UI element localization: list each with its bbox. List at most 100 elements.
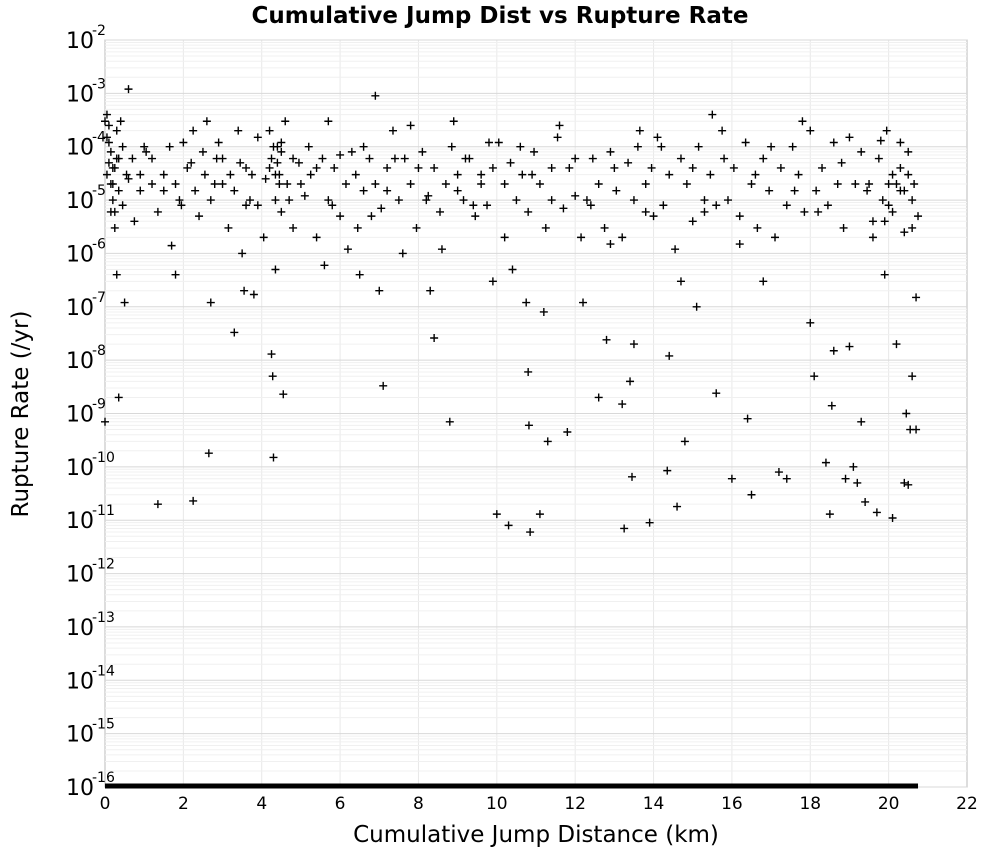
data-point [206,298,215,307]
y-tick-exponent: -4 [92,130,106,146]
data-point [767,142,776,151]
data-point [296,180,305,189]
data-point [289,154,298,163]
data-point [594,393,603,402]
data-point [483,201,492,210]
data-point [606,240,615,249]
x-tick-label: 10 [486,794,508,814]
data-point [212,154,221,163]
data-point [206,196,215,205]
data-point [751,170,760,179]
data-point [294,158,303,167]
data-point [688,217,697,226]
data-point [535,510,544,519]
data-point [226,170,235,179]
data-point [418,147,427,156]
data-point [371,91,380,100]
data-point [259,233,268,242]
data-point [124,85,133,94]
data-point [488,163,497,172]
data-point [189,126,198,135]
data-point [471,212,480,221]
data-point [271,170,280,179]
data-point [908,223,917,232]
data-point [412,223,421,232]
data-point [224,223,233,232]
y-tick-label: 10 [66,242,94,267]
data-point [633,142,642,151]
data-point [649,212,658,221]
y-tick-exponent: -10 [92,450,115,466]
data-point [708,110,717,119]
y-axis-ticks: 10-210-310-410-510-610-710-810-910-1010-… [66,23,115,801]
data-point [810,372,819,381]
data-point [853,478,862,487]
data-point [524,367,533,376]
data-point [102,170,111,179]
data-point [477,180,486,189]
x-tick-label: 14 [643,794,665,814]
data-point [492,510,501,519]
data-point [530,147,539,156]
y-tick-label: 10 [66,296,94,321]
data-point [626,377,635,386]
y-tick-label: 10 [66,29,94,54]
data-point [104,158,113,167]
y-tick-exponent: -13 [92,610,115,626]
data-point [839,223,848,232]
data-point [269,453,278,462]
data-point [516,142,525,151]
data-point [118,142,127,151]
data-point [747,490,756,499]
data-point [383,163,392,172]
data-point [892,180,901,189]
data-point [872,508,881,517]
data-point [868,233,877,242]
data-point [102,110,111,119]
data-point [747,180,756,189]
data-point [610,163,619,172]
data-point [837,158,846,167]
x-tick-label: 4 [256,794,267,814]
data-point [743,414,752,423]
data-point [712,201,721,210]
data-point [324,117,333,126]
data-point [230,328,239,337]
data-point [528,170,537,179]
data-point [759,277,768,286]
data-point [367,212,376,221]
data-point [124,174,133,183]
data-point [814,207,823,216]
data-point [277,207,286,216]
data-point [477,170,486,179]
data-point [285,196,294,205]
data-point [165,142,174,151]
data-point [904,170,913,179]
data-point [267,154,276,163]
data-point [663,466,672,475]
data-point [500,180,509,189]
data-point [110,223,119,232]
data-point [453,170,462,179]
data-point [398,249,407,258]
data-point [106,147,115,156]
data-point [406,180,415,189]
data-point [394,196,403,205]
data-point [912,425,921,434]
y-tick-exponent: -9 [92,397,106,413]
data-point [782,201,791,210]
data-point [553,133,562,142]
data-point [771,233,780,242]
data-point [694,142,703,151]
data-point [281,117,290,126]
data-point [671,245,680,254]
data-point [904,147,913,156]
data-point [600,223,609,232]
data-point [790,186,799,195]
data-point [712,389,721,398]
data-point [379,381,388,390]
data-point [430,334,439,343]
y-tick-exponent: -16 [92,770,115,786]
y-tick-exponent: -15 [92,717,115,733]
y-tick-exponent: -5 [92,183,106,199]
